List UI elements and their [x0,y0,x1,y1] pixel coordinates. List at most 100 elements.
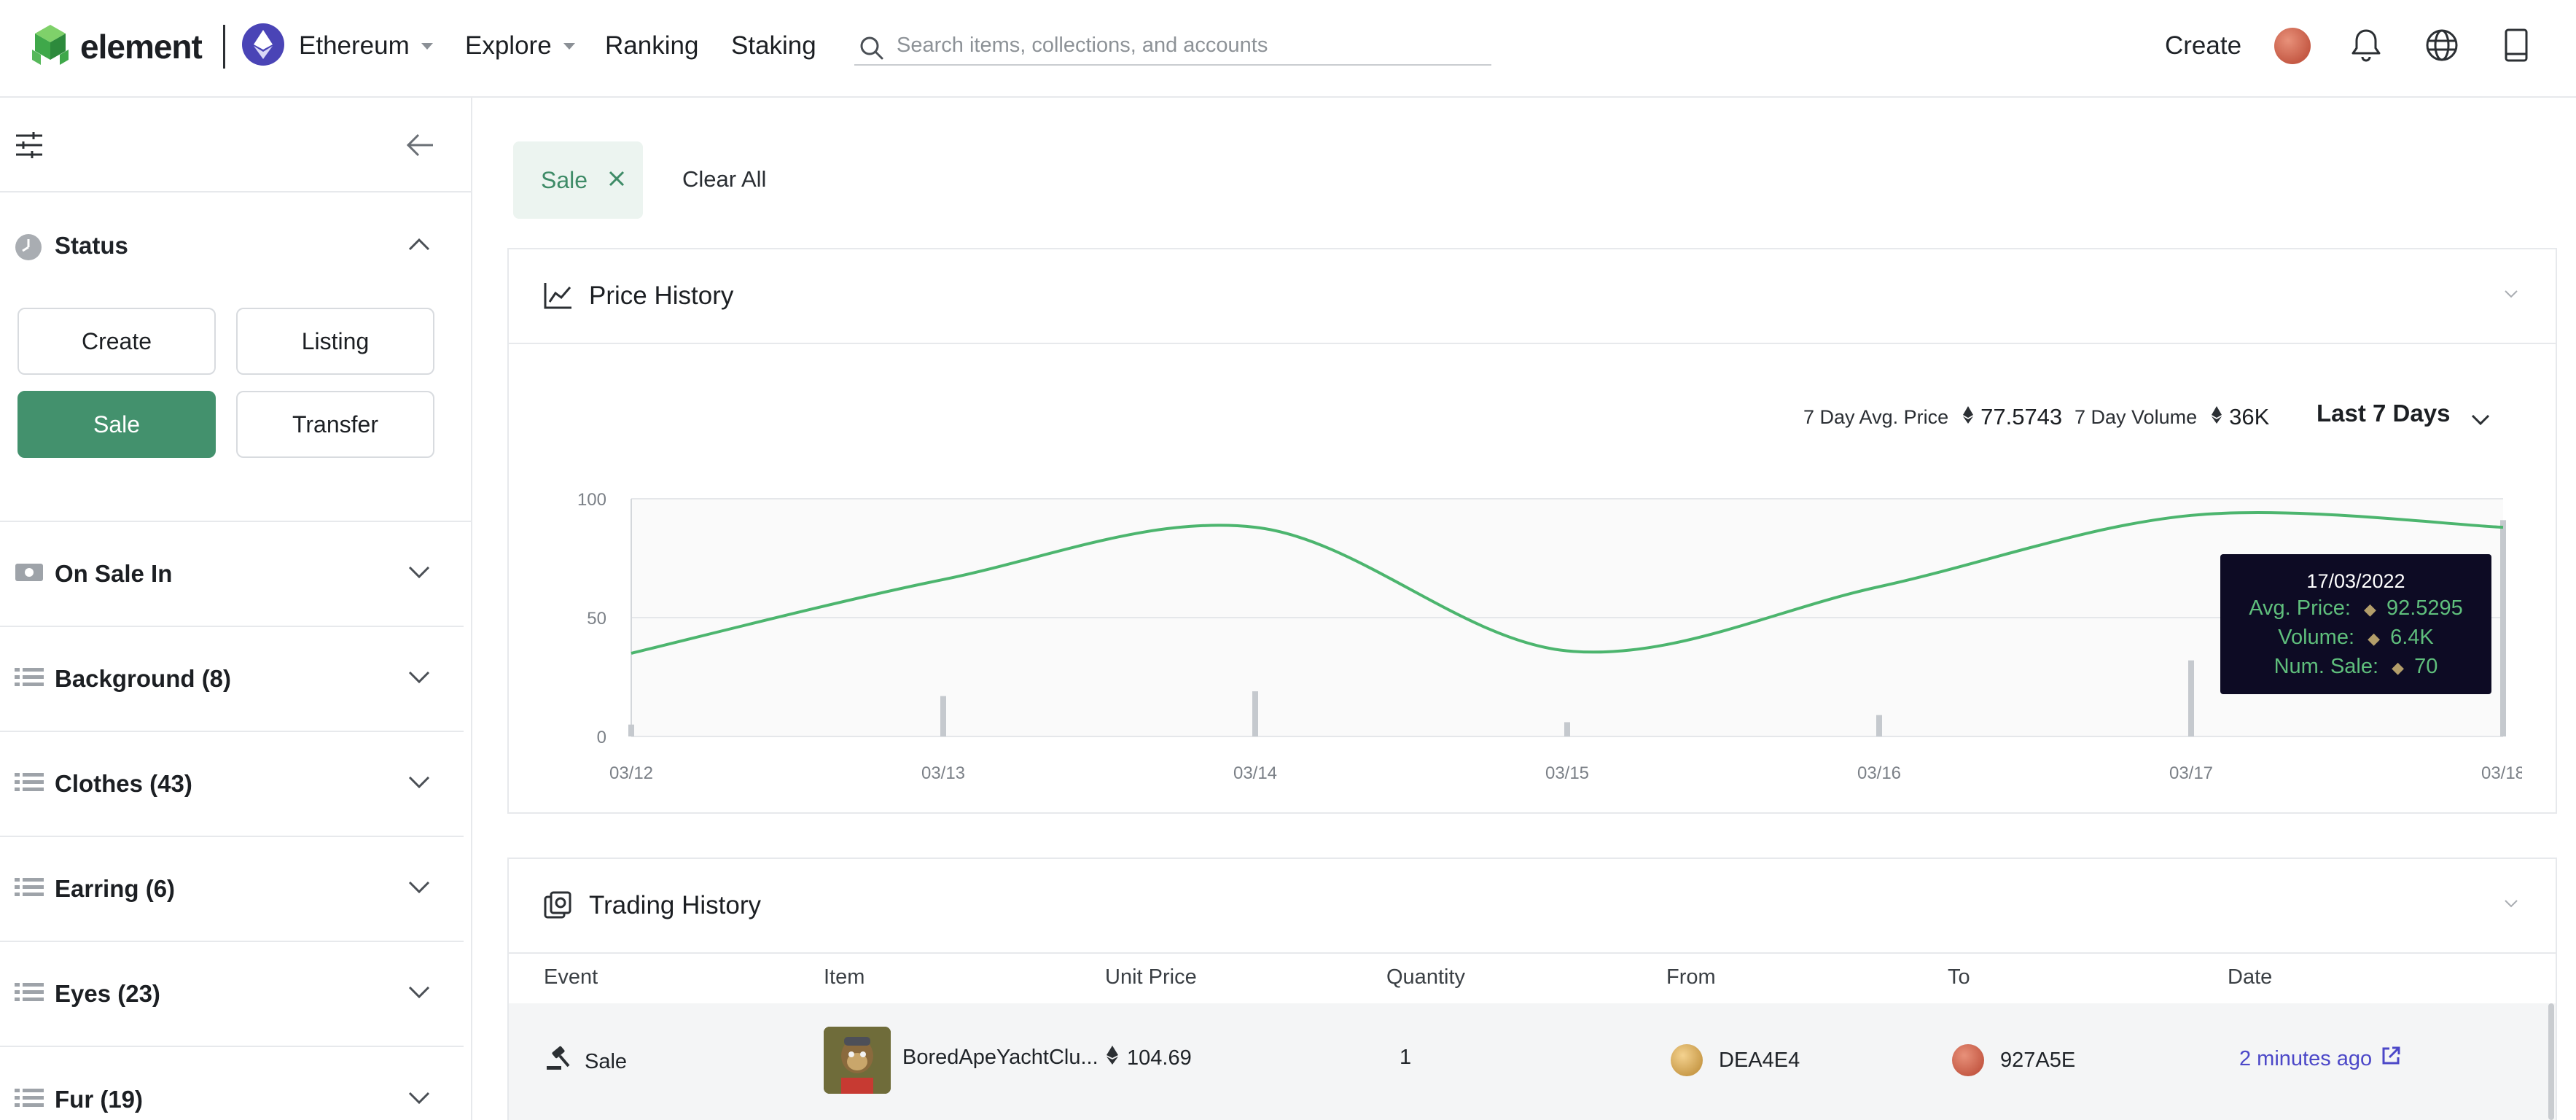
filter-sliders-icon[interactable] [15,131,44,163]
price-line [631,511,2504,655]
chevron-down-icon [2470,405,2491,433]
wallet-icon[interactable] [2496,25,2537,66]
create-link[interactable]: Create [2165,31,2242,60]
y-tick-label: 100 [577,490,606,510]
y-tick-label: 50 [587,609,606,629]
eth-icon [1963,405,1974,429]
column-header-from: From [1666,965,1716,989]
section-earring[interactable]: Earring (6) [0,837,464,942]
date-label: 2 minutes ago [2239,1046,2373,1070]
trade-history-icon [544,891,573,924]
time-range-select[interactable]: Last 7 Days [2317,400,2490,427]
search-input[interactable]: Search items, collections, and accounts [854,26,1491,66]
from-avatar [1671,1044,1703,1076]
section-on-sale-in[interactable]: On Sale In [0,522,464,627]
tooltip-num-sale: Num. Sale: ◆ 70 [2220,655,2491,679]
status-title: Status [55,232,128,259]
price-history-chart[interactable]: 0 50 100 03/12 03/13 03/14 03/15 03/16 03/17 03/1… [554,481,2522,788]
tooltip-avg-value: 92.5295 [2386,596,2463,620]
list-icon [15,876,44,902]
x-tick-label: 03/14 [1233,763,1277,783]
chevron-down-icon [407,564,432,584]
column-header-event: Event [544,965,598,989]
avatar[interactable] [2274,28,2311,64]
list-icon [15,771,44,797]
to-cell[interactable]: 927A5E [1952,1044,2075,1076]
chevron-down-icon [407,879,432,899]
trading-history-header[interactable]: Trading History [509,859,2556,954]
nft-thumbnail[interactable] [824,1027,891,1094]
section-title: On Sale In [55,560,173,587]
section-title: Fur (19) [55,1086,144,1113]
eth-icon: ◆ [2363,600,2376,618]
chevron-up-icon[interactable] [407,236,432,256]
active-filter-chip[interactable]: Sale [513,141,643,219]
table-scrollbar[interactable] [2548,1003,2554,1120]
tooltip-volume-label: Volume: [2278,626,2355,649]
eth-icon: ◆ [2368,629,2381,648]
bell-icon[interactable] [2346,25,2386,66]
status-sale-button[interactable]: Sale [17,391,216,458]
event-cell: Sale [545,1046,627,1078]
x-tick-label: 03/12 [609,763,653,783]
column-header-date: Date [2228,965,2273,989]
section-title: Eyes (23) [55,980,160,1007]
element-logo-icon[interactable] [28,23,73,70]
chevron-down-icon [563,42,575,50]
section-fur[interactable]: Fur (19) [0,1047,464,1120]
collapse-arrow-left-icon[interactable] [405,133,434,161]
globe-icon[interactable] [2421,25,2462,66]
section-background[interactable]: Background (8) [0,627,464,732]
volume-bar [1252,691,1258,736]
price-history-header[interactable]: Price History [509,249,2556,344]
nav-explore[interactable]: Explore [465,26,575,66]
chevron-down-icon [407,669,432,689]
volume-value: 36K [2229,404,2270,429]
eth-icon: ◆ [2392,658,2405,677]
search-icon [857,34,886,63]
panel-title: Price History [589,281,734,310]
banknote-icon [15,561,44,587]
tooltip-sale-value: 70 [2414,655,2438,678]
chevron-down-icon [407,984,432,1004]
status-create-button[interactable]: Create [17,308,216,375]
nav-staking[interactable]: Staking [731,31,816,60]
chevron-down-icon[interactable] [2503,898,2519,912]
tooltip-volume: Volume: ◆ 6.4K [2220,626,2491,650]
item-name[interactable]: BoredApeYachtClu... [902,1046,1098,1069]
chevron-down-icon [407,774,432,794]
chevron-down-icon[interactable] [2503,289,2519,303]
divider [223,25,225,69]
filter-sidebar: Status Create Listing Sale Transfer On S… [0,98,472,1120]
tooltip-avg-label: Avg. Price: [2249,596,2351,620]
nav-explore-label: Explore [465,31,552,60]
tooltip-avg-price: Avg. Price: ◆ 92.5295 [2220,596,2491,621]
to-address: 927A5E [2000,1048,2076,1072]
avg-price-value: 77.5743 [1980,404,2063,429]
from-cell[interactable]: DEA4E4 [1671,1044,1800,1076]
column-header-item: Item [824,965,865,989]
logo-text[interactable]: element [80,28,203,66]
status-transfer-button[interactable]: Transfer [236,391,434,458]
search-placeholder: Search items, collections, and accounts [897,33,1268,57]
x-tick-label: 03/16 [1857,763,1901,783]
volume-label: 7 Day Volume [2075,405,2198,428]
section-clothes[interactable]: Clothes (43) [0,732,464,837]
date-link[interactable]: 2 minutes ago [2239,1046,2401,1072]
clear-all-button[interactable]: Clear All [682,166,767,192]
network-selector[interactable]: Ethereum [299,26,433,66]
clock-icon [15,233,42,265]
section-title: Earring (6) [55,875,176,902]
ethereum-network-icon[interactable] [242,23,284,66]
eth-icon [2212,405,2222,429]
close-icon[interactable] [608,170,625,191]
tooltip-date: 17/03/2022 [2306,570,2405,592]
nav-ranking[interactable]: Ranking [605,31,699,60]
line-chart-icon [544,281,573,313]
avg-price-stat: 7 Day Avg. Price 77.5743 [1803,404,2062,430]
section-title: Background (8) [55,665,232,692]
gavel-icon [545,1046,571,1078]
section-eyes[interactable]: Eyes (23) [0,942,464,1047]
status-listing-button[interactable]: Listing [236,308,434,375]
unit-price-cell: 104.69 [1106,1046,1192,1070]
